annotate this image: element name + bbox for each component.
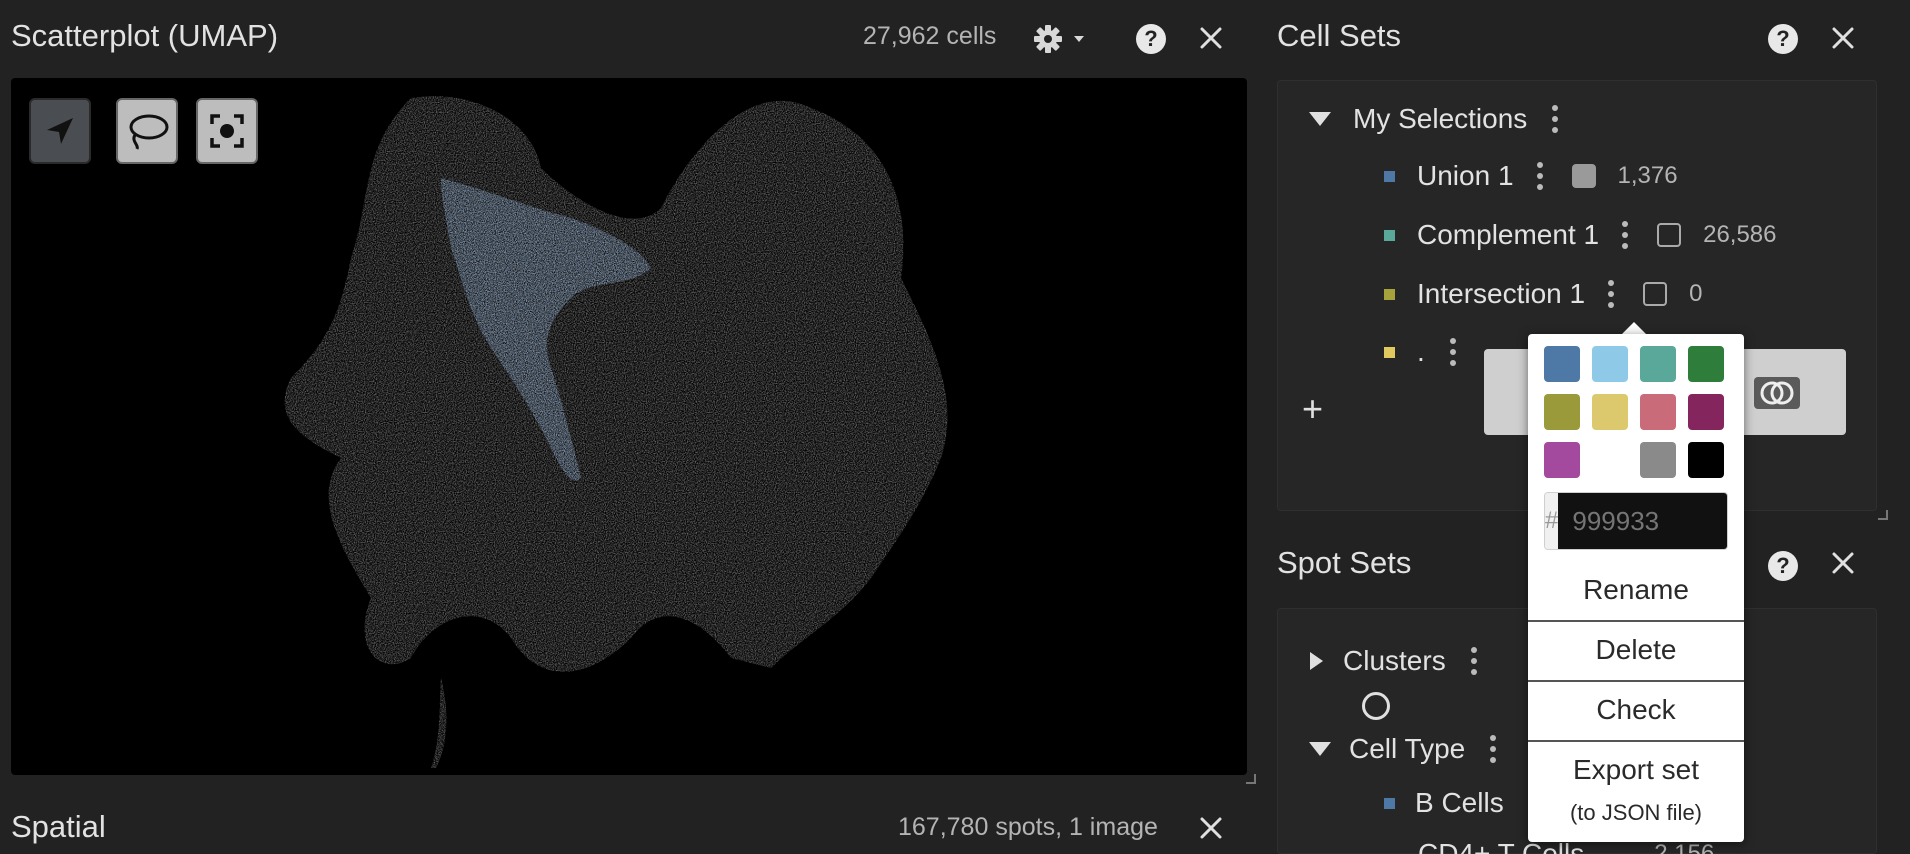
color-swatch <box>1384 170 1395 182</box>
menu-divider <box>1528 620 1744 622</box>
close-icon[interactable] <box>1196 23 1226 53</box>
tree-group-cell-type[interactable]: Cell Type <box>1309 733 1497 765</box>
lasso-tool-button[interactable] <box>116 98 178 164</box>
more-options-icon[interactable] <box>1470 645 1478 677</box>
color-option[interactable] <box>1592 346 1628 382</box>
set-label: Complement 1 <box>1417 219 1600 250</box>
color-option[interactable] <box>1544 346 1580 382</box>
color-option[interactable] <box>1544 442 1580 478</box>
set-count: 1,376 <box>1617 162 1678 189</box>
set-context-menu: # Rename Delete Check Export set (to JSO… <box>1528 334 1744 842</box>
group-label: Cell Type <box>1349 733 1466 764</box>
hex-color-input[interactable] <box>1558 493 1727 549</box>
color-option[interactable] <box>1592 394 1628 430</box>
tree-item-editing[interactable]: . <box>1384 336 1457 368</box>
set-count: 0 <box>1689 280 1703 307</box>
help-icon[interactable]: ? <box>1768 24 1798 54</box>
check-menu-item[interactable]: Check <box>1596 694 1676 725</box>
rename-menu-item[interactable]: Rename <box>1583 574 1689 605</box>
help-icon[interactable]: ? <box>1768 551 1798 581</box>
pointer-tool-button[interactable] <box>29 98 91 164</box>
spatial-title: Spatial <box>11 809 106 844</box>
resize-handle[interactable] <box>1878 510 1888 520</box>
color-option[interactable] <box>1640 394 1676 430</box>
color-swatch <box>1384 346 1395 358</box>
close-icon[interactable] <box>1196 813 1226 843</box>
recenter-tool-button[interactable] <box>196 98 258 164</box>
tree-item-b-cells[interactable]: B Cells <box>1384 787 1504 819</box>
menu-divider <box>1528 740 1744 742</box>
tree-group-my-selections[interactable]: My Selections <box>1309 103 1559 135</box>
color-palette <box>1544 346 1724 478</box>
set-label: B Cells <box>1415 787 1504 818</box>
close-icon[interactable] <box>1828 548 1858 578</box>
tree-item-union-1[interactable]: Union 1 1,376 <box>1384 160 1678 192</box>
color-swatch <box>1384 797 1395 809</box>
scatterplot-canvas[interactable] <box>11 78 1247 775</box>
group-label: My Selections <box>1353 103 1528 134</box>
navigation-arrow-icon <box>47 118 73 144</box>
tree-item-complement-1[interactable]: Complement 1 26,586 <box>1384 219 1777 251</box>
close-icon[interactable] <box>1828 23 1858 53</box>
color-option[interactable] <box>1640 442 1676 478</box>
tree-item-cd4-t-cells[interactable]: CD4+ T Cells 2,156 <box>1418 838 1714 854</box>
lasso-icon <box>129 114 169 150</box>
chevron-down-icon <box>1074 36 1084 42</box>
more-options-icon[interactable] <box>1489 733 1497 765</box>
color-option[interactable] <box>1544 394 1580 430</box>
cell-sets-title: Cell Sets <box>1277 18 1402 53</box>
export-menu-subtitle: (to JSON file) <box>1569 800 1703 825</box>
set-operation-icon[interactable] <box>1754 377 1800 409</box>
more-options-icon[interactable] <box>1536 160 1544 192</box>
more-options-icon[interactable] <box>1449 336 1457 368</box>
color-swatch <box>1384 229 1395 241</box>
color-option[interactable] <box>1688 442 1724 478</box>
delete-menu-item[interactable]: Delete <box>1595 634 1677 665</box>
spot-sets-title: Spot Sets <box>1277 545 1412 580</box>
set-count: 2,156 <box>1654 840 1715 854</box>
more-options-icon[interactable] <box>1551 103 1559 135</box>
gear-icon <box>1034 25 1084 53</box>
menu-arrow <box>1621 322 1647 335</box>
set-label: Union 1 <box>1417 160 1514 191</box>
color-option[interactable] <box>1688 394 1724 430</box>
tree-group-clusters[interactable]: Clusters <box>1310 645 1478 677</box>
recenter-icon <box>210 114 244 148</box>
color-option[interactable] <box>1640 346 1676 382</box>
umap-points <box>284 96 948 768</box>
caret-right-icon[interactable] <box>1310 652 1323 670</box>
export-menu-item[interactable]: Export set <box>1572 754 1700 785</box>
caret-down-icon[interactable] <box>1309 742 1331 756</box>
more-options-icon[interactable] <box>1607 278 1615 310</box>
add-set-button[interactable]: + <box>1302 388 1324 429</box>
set-count: 26,586 <box>1703 221 1777 248</box>
scatterplot-title: Scatterplot (UMAP) <box>11 18 279 53</box>
color-swatch <box>1384 288 1395 300</box>
cell-count: 27,962 cells <box>863 22 997 50</box>
color-option[interactable] <box>1592 442 1628 478</box>
set-label: . <box>1417 336 1425 367</box>
hex-prefix: # <box>1545 493 1559 549</box>
loading-circle-icon <box>1362 692 1390 720</box>
more-options-icon[interactable] <box>1621 219 1629 251</box>
set-checkbox[interactable] <box>1657 223 1682 247</box>
color-option[interactable] <box>1688 346 1724 382</box>
set-checkbox[interactable] <box>1571 164 1596 188</box>
set-label: Intersection 1 <box>1417 278 1586 309</box>
set-checkbox[interactable] <box>1643 282 1668 306</box>
spot-count: 167,780 spots, 1 image <box>898 813 1158 841</box>
help-icon[interactable]: ? <box>1136 24 1166 54</box>
caret-down-icon[interactable] <box>1309 112 1331 126</box>
set-label: CD4+ T Cells <box>1418 838 1585 854</box>
tree-item-intersection-1[interactable]: Intersection 1 0 <box>1384 278 1702 310</box>
resize-handle[interactable] <box>1246 774 1256 784</box>
hex-color-field[interactable]: # <box>1544 492 1728 550</box>
menu-divider <box>1528 680 1744 682</box>
group-label: Clusters <box>1343 645 1446 676</box>
settings-button[interactable] <box>1032 22 1092 56</box>
